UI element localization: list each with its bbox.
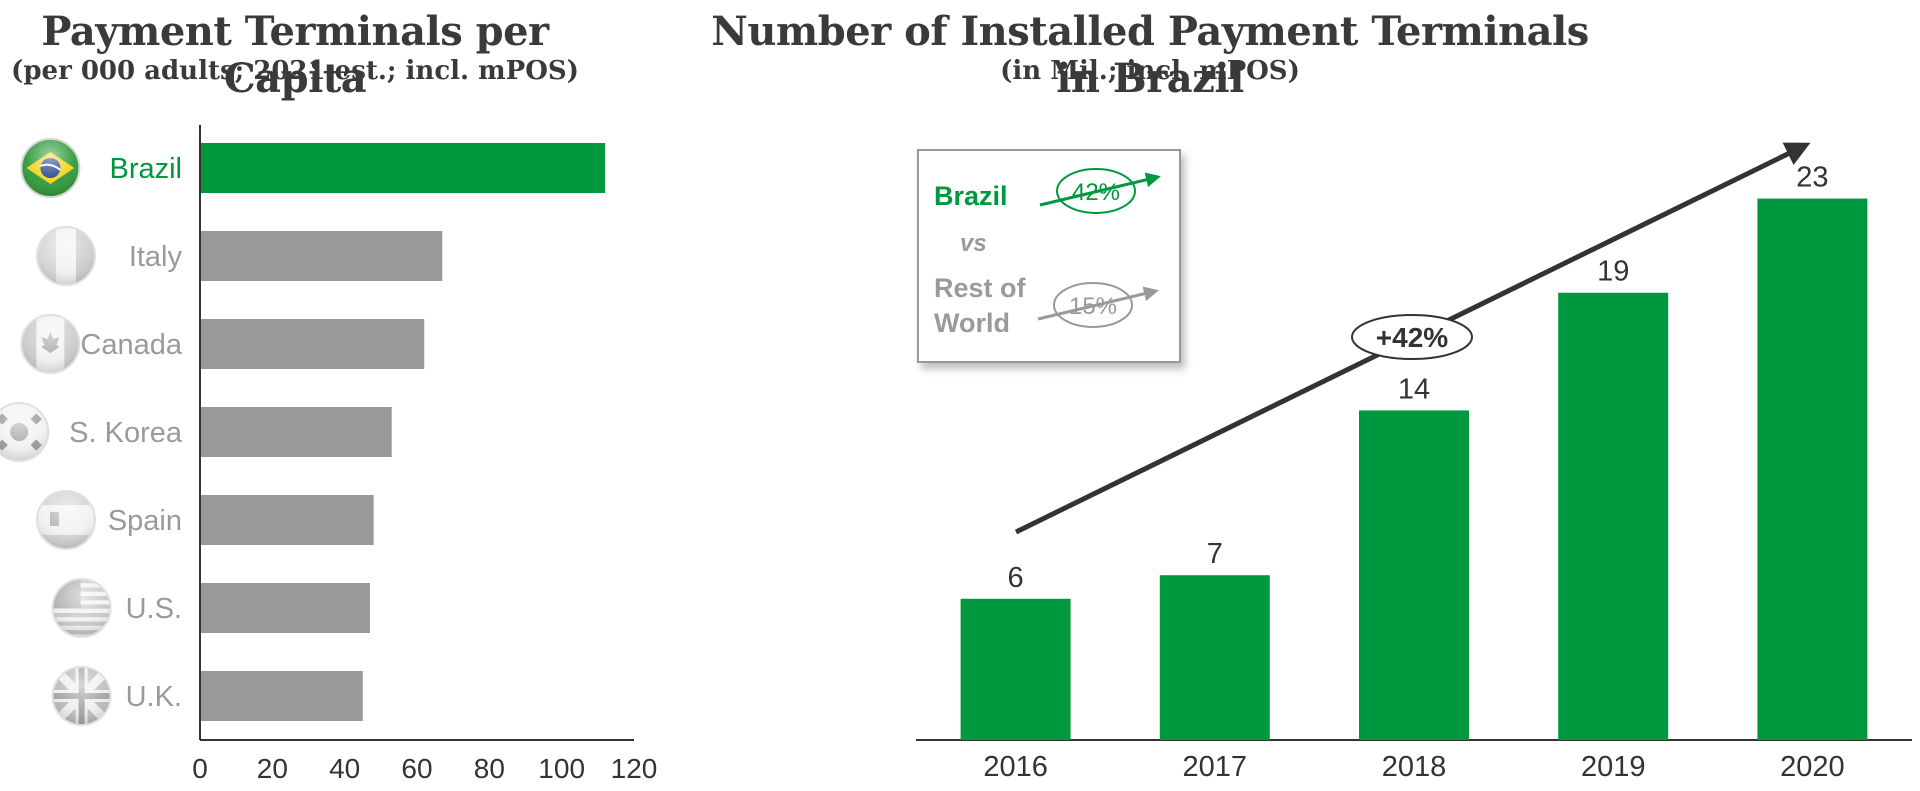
right-chart-subtitle: (in Mil.; incl. mPOS) bbox=[1000, 56, 1300, 86]
bar-2017 bbox=[1159, 575, 1270, 740]
bar-2018 bbox=[1359, 410, 1469, 740]
category-label: Brazil bbox=[109, 153, 182, 185]
category-label: U.K. bbox=[126, 681, 182, 713]
bar-2019 bbox=[1558, 292, 1669, 740]
data-label: 19 bbox=[1597, 256, 1629, 288]
left-x-tick-label: 20 bbox=[257, 753, 288, 784]
right-bar-chart: 6 2016 7 2017 14 2018 19 2019 23 2020 bbox=[916, 162, 1912, 783]
category-label: U.S. bbox=[126, 593, 182, 625]
us-flag-icon bbox=[51, 578, 112, 638]
left-x-tick-label: 40 bbox=[329, 753, 360, 784]
bar-u-s bbox=[201, 583, 370, 633]
legend-vs-label: vs bbox=[960, 230, 987, 257]
category-label: Italy bbox=[129, 241, 183, 273]
data-label: 14 bbox=[1398, 373, 1430, 405]
x-tick-label: 2020 bbox=[1780, 751, 1845, 783]
legend-row-label-line1: Rest of bbox=[934, 273, 1027, 303]
legend-box: Brazil 42% vs Rest of World 15% bbox=[917, 149, 1181, 363]
bar-canada bbox=[201, 319, 425, 369]
legend-brazil-arrow bbox=[1039, 172, 1161, 207]
category-label: Spain bbox=[108, 505, 182, 537]
left-chart-title: Payment Terminals per Capita bbox=[41, 8, 549, 102]
left-x-tick-label: 60 bbox=[401, 753, 432, 784]
growth-label: +42% bbox=[1376, 322, 1448, 353]
bar-u-k bbox=[201, 671, 363, 721]
legend-brazil-label: Brazil bbox=[934, 181, 1008, 211]
uk-flag-icon bbox=[51, 666, 112, 726]
italy-flag-icon bbox=[36, 226, 96, 286]
south-korea-flag-icon bbox=[0, 402, 50, 462]
x-tick-label: 2017 bbox=[1183, 751, 1248, 783]
x-tick-label: 2016 bbox=[983, 751, 1048, 783]
bar-brazil bbox=[201, 143, 606, 193]
category-label: Canada bbox=[80, 329, 182, 361]
bar-spain bbox=[201, 495, 374, 545]
left-bar-chart: 0 20 40 60 80 100 120 Brazil Italy Canada S. Korea… bbox=[0, 125, 657, 784]
growth-annotation: +42% bbox=[1351, 314, 1473, 360]
x-tick-label: 2019 bbox=[1581, 751, 1646, 783]
bar-2016 bbox=[960, 598, 1071, 740]
legend-row-label-line2: World bbox=[934, 308, 1010, 338]
x-tick-label: 2018 bbox=[1382, 751, 1447, 783]
data-label: 7 bbox=[1207, 538, 1223, 570]
bar-italy bbox=[201, 231, 443, 281]
left-x-tick-label: 0 bbox=[192, 753, 208, 784]
bar-s-korea bbox=[201, 407, 392, 457]
left-x-tick-label: 80 bbox=[474, 753, 505, 784]
brazil-flag-icon bbox=[20, 138, 81, 198]
right-chart-title: Number of Installed Payment Terminals in… bbox=[711, 8, 1589, 102]
spain-flag-icon bbox=[36, 490, 96, 550]
data-label: 23 bbox=[1796, 162, 1828, 194]
left-x-tick-label: 100 bbox=[538, 753, 585, 784]
bar-2020 bbox=[1757, 198, 1868, 740]
data-label: 6 bbox=[1008, 562, 1024, 594]
category-label: S. Korea bbox=[69, 417, 183, 449]
legend-row-arrow bbox=[1037, 286, 1159, 321]
left-chart-subtitle: (per 000 adults; 2021 est.; incl. mPOS) bbox=[11, 56, 579, 86]
canada-flag-icon bbox=[20, 314, 81, 374]
left-x-tick-label: 120 bbox=[611, 753, 658, 784]
